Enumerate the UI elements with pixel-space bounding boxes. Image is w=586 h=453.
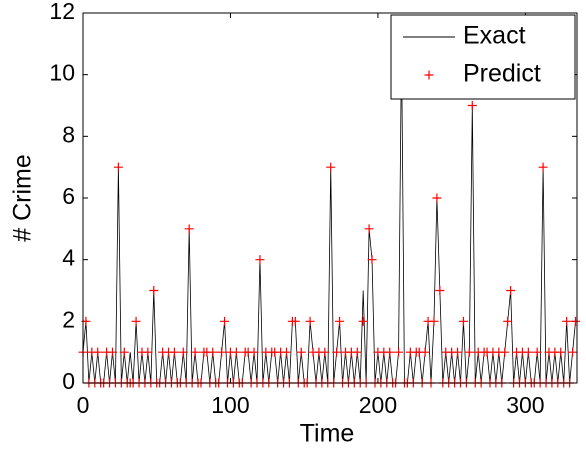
data-marker xyxy=(107,347,117,357)
data-marker xyxy=(394,347,404,357)
data-marker xyxy=(432,193,442,203)
data-marker xyxy=(332,347,342,357)
data-marker xyxy=(93,347,103,357)
data-marker xyxy=(458,316,468,326)
data-marker xyxy=(208,347,218,357)
data-marker xyxy=(429,316,439,326)
data-marker xyxy=(571,316,581,326)
data-marker xyxy=(184,224,194,234)
data-marker xyxy=(364,224,374,234)
data-marker xyxy=(217,347,227,357)
data-marker xyxy=(231,347,241,357)
data-marker xyxy=(320,347,330,357)
data-marker xyxy=(503,316,513,326)
legend-label: Predict xyxy=(463,60,541,88)
y-tick-label: 10 xyxy=(49,60,75,86)
data-marker xyxy=(523,347,533,357)
x-tick-label: 100 xyxy=(211,392,249,418)
data-marker xyxy=(113,162,123,172)
data-marker xyxy=(335,316,345,326)
data-marker xyxy=(119,347,129,357)
y-tick-label: 4 xyxy=(62,245,75,271)
data-marker xyxy=(556,347,566,357)
data-marker xyxy=(506,286,516,295)
data-marker xyxy=(352,347,362,357)
data-marker xyxy=(532,347,542,357)
legend-box xyxy=(390,14,576,100)
data-marker xyxy=(500,347,510,357)
x-tick-label: 200 xyxy=(359,392,397,418)
x-tick-label: 300 xyxy=(506,392,544,418)
data-marker xyxy=(169,347,179,357)
data-marker xyxy=(220,316,230,326)
data-marker xyxy=(178,347,188,357)
data-marker xyxy=(290,316,300,326)
data-marker xyxy=(453,347,463,357)
legend-marker xyxy=(424,70,434,80)
y-tick-label: 2 xyxy=(62,306,75,332)
data-marker xyxy=(358,316,368,326)
data-marker xyxy=(143,347,153,357)
data-marker xyxy=(467,101,477,110)
data-marker xyxy=(305,316,315,326)
data-marker xyxy=(249,347,259,357)
data-marker xyxy=(538,162,548,172)
plot-frame xyxy=(82,12,578,384)
y-tick-label: 8 xyxy=(62,121,75,147)
data-marker xyxy=(385,347,395,357)
legend-label: Exact xyxy=(463,22,526,50)
data-marker xyxy=(296,347,306,357)
data-marker xyxy=(190,347,200,357)
y-tick-label: 6 xyxy=(62,183,75,209)
data-marker xyxy=(420,347,430,357)
data-marker xyxy=(326,162,336,172)
x-tick-label: 0 xyxy=(77,392,90,418)
data-marker xyxy=(562,316,572,326)
data-marker xyxy=(131,316,141,326)
data-line xyxy=(82,43,576,384)
y-axis-label: # Crime xyxy=(9,154,37,242)
data-marker xyxy=(255,255,265,265)
data-marker xyxy=(464,347,474,357)
data-marker xyxy=(281,347,291,357)
data-marker xyxy=(149,286,159,295)
data-marker xyxy=(568,347,578,357)
x-axis-label: Time xyxy=(300,420,355,448)
y-tick-label: 12 xyxy=(49,0,75,24)
y-tick-label: 0 xyxy=(62,368,75,394)
data-marker xyxy=(435,286,445,295)
data-marker xyxy=(367,255,377,265)
